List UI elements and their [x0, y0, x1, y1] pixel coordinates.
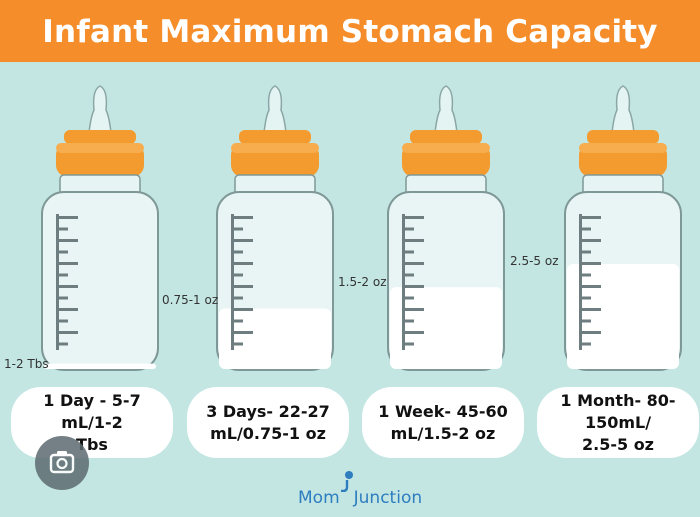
- bottle-nipple-base: [239, 130, 311, 144]
- bottle-measure-spine: [56, 214, 59, 350]
- bottle-measure-spine: [231, 214, 234, 350]
- capacity-card-3-days: 3 Days- 22-27 mL/0.75-1 oz: [187, 387, 349, 458]
- bottle-milk: [390, 287, 502, 369]
- logo-text-left: Mom: [298, 488, 340, 508]
- bottle-measure-mark: [579, 308, 601, 311]
- bottle-measure-mark: [231, 296, 243, 300]
- bottle-measure-spine: [402, 214, 405, 350]
- bottle-measure-mark: [579, 273, 591, 277]
- bottle-measure-spine: [579, 214, 582, 350]
- bottle-measure-mark: [579, 342, 591, 346]
- bottle-measure-mark: [231, 239, 253, 242]
- bottle-measure-mark: [56, 216, 78, 219]
- momjunction-logo: Mom Junction: [298, 488, 422, 508]
- bottle-measure-mark: [579, 216, 601, 219]
- bottle-nipple-base: [587, 130, 659, 144]
- bottle-measure-mark: [402, 216, 424, 219]
- logo-text-right: Junction: [353, 488, 423, 508]
- bottle-measure-mark: [231, 273, 243, 277]
- bottle-measure-mark: [579, 250, 591, 254]
- bottle-measure-mark: [231, 331, 253, 334]
- capacity-card-1-month: 1 Month- 80-150mL/2.5-5 oz: [537, 387, 699, 458]
- card-line: mL/0.75-1 oz: [210, 423, 326, 443]
- bottle-measure-mark: [56, 285, 78, 288]
- bottle-measure-mark: [231, 250, 243, 254]
- bottle-measure-mark: [402, 273, 414, 277]
- bottle-measure-mark: [402, 308, 424, 311]
- bottle-nipple-base: [64, 130, 136, 144]
- card-line: 1 Month- 80-150mL/: [560, 390, 676, 432]
- bottle-measure-mark: [579, 262, 601, 265]
- bottle-measure-mark: [579, 296, 591, 300]
- bottle-measure-mark: [56, 342, 68, 346]
- bottle-nipple: [87, 85, 113, 144]
- bottle-measure-mark: [402, 319, 414, 323]
- camera-lens-icon[interactable]: [35, 436, 89, 490]
- bottle-measure-mark: [579, 319, 591, 323]
- card-line: 1 Day - 5-7 mL/1-2: [43, 390, 141, 432]
- bottle-measure-mark: [56, 273, 68, 277]
- bottle-measure-mark: [56, 296, 68, 300]
- bottle-measure-mark: [402, 250, 414, 254]
- bottle-milk: [44, 363, 156, 369]
- capacity-card-1-day: 1 Day - 5-7 mL/1-2 Tbs: [11, 387, 173, 458]
- bottle-cap-highlight: [56, 143, 144, 153]
- bottle-measure-mark: [231, 342, 243, 346]
- bottle-measure-mark: [402, 285, 424, 288]
- bottle-measure-mark: [402, 342, 414, 346]
- bottle-measure-mark: [56, 239, 78, 242]
- bottle-cap-highlight: [231, 143, 319, 153]
- bottle-measure-mark: [56, 250, 68, 254]
- bottle-measure-mark: [402, 262, 424, 265]
- card-line: 3 Days- 22-27: [206, 401, 330, 421]
- bottle-measure-mark: [402, 331, 424, 334]
- bottle-measure-mark: [231, 262, 253, 265]
- bottle-nipple-base: [410, 130, 482, 144]
- card-line: 2.5-5 oz: [582, 434, 654, 454]
- bottle-measure-mark: [231, 216, 253, 219]
- title-banner: [0, 0, 700, 62]
- bottle-cap-highlight: [579, 143, 667, 153]
- milk-label-1: 1-2 Tbs: [4, 357, 49, 371]
- bottle-measure-mark: [231, 319, 243, 323]
- bottle-measure-mark: [56, 308, 78, 311]
- bottle-measure-mark: [579, 285, 601, 288]
- bottle-measure-mark: [231, 285, 253, 288]
- bottle-milk: [219, 308, 331, 369]
- bottle-cap-highlight: [402, 143, 490, 153]
- bottle-measure-mark: [56, 319, 68, 323]
- milk-label-4: 2.5-5 oz: [510, 254, 559, 268]
- bottle-nipple: [433, 85, 459, 144]
- bottle-measure-mark: [579, 239, 601, 242]
- momjunction-logo-icon: [341, 471, 353, 492]
- bottle-measure-mark: [579, 227, 591, 231]
- bottle-measure-mark: [402, 239, 424, 242]
- milk-label-3: 1.5-2 oz: [338, 275, 387, 289]
- capacity-card-1-week: 1 Week- 45-60 mL/1.5-2 oz: [362, 387, 524, 458]
- bottle-measure-mark: [579, 331, 601, 334]
- page-title: Infant Maximum Stomach Capacity: [42, 14, 658, 50]
- bottle-nipple: [610, 85, 636, 144]
- card-line: 1 Week- 45-60: [378, 401, 508, 421]
- milk-label-2: 0.75-1 oz: [162, 293, 219, 307]
- bottle-measure-mark: [402, 296, 414, 300]
- bottles-scene: [41, 85, 682, 371]
- bottle-measure-mark: [402, 227, 414, 231]
- bottle-nipple: [262, 85, 288, 144]
- bottle-body: [41, 191, 159, 371]
- bottle-milk: [567, 263, 679, 369]
- card-line: mL/1.5-2 oz: [390, 423, 496, 443]
- bottle-measure-mark: [231, 227, 243, 231]
- bottle-measure-mark: [56, 331, 78, 334]
- bottle-measure-mark: [231, 308, 253, 311]
- bottle-measure-mark: [56, 262, 78, 265]
- bottle-measure-mark: [56, 227, 68, 231]
